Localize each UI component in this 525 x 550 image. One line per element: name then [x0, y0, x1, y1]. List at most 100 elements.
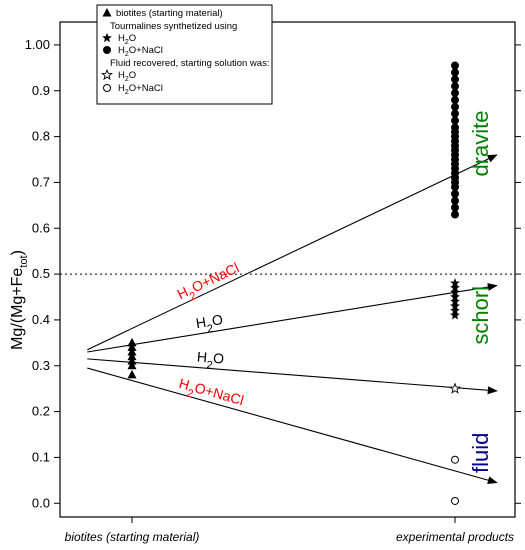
legend-label-sub: 2	[125, 89, 129, 96]
legend-label-tail: O+NaCl	[129, 83, 163, 94]
legend-label-main: biotites (starting material)	[116, 8, 223, 19]
arrow-label-sub: 2	[185, 387, 194, 400]
y-tick-label: 0.2	[32, 404, 50, 419]
legend-label: H2O+NaCl	[118, 45, 163, 58]
data-point	[450, 291, 460, 302]
arrow-label-main: H	[195, 314, 208, 331]
legend-label-main: H	[118, 45, 125, 56]
arrow-label: H2O	[195, 311, 225, 337]
annotation-2: fluid	[468, 433, 493, 473]
legend-label: Tourmalines synthetized using	[110, 21, 237, 32]
legend-marker	[101, 68, 113, 81]
y-axis-label: Mg/(Mg+Fetot)	[9, 250, 30, 350]
legend-marker	[102, 8, 112, 17]
legend-label-tail: O	[129, 70, 136, 81]
arrow	[87, 367, 498, 485]
data-point	[451, 61, 459, 70]
data-point	[450, 287, 460, 297]
data-point	[450, 310, 460, 320]
arrow	[87, 358, 498, 395]
legend-label-tail: O+NaCl	[129, 45, 163, 56]
data-point	[449, 382, 461, 394]
arrow	[87, 154, 498, 351]
arrow-label-sub: 2	[206, 359, 213, 371]
legend-label-main: H	[118, 33, 125, 44]
y-tick-label: 1.00	[25, 37, 50, 52]
y-axis-label-main: Mg/(Mg+Fe	[9, 268, 26, 350]
legend-label-main: H	[118, 83, 125, 94]
arrow-label-tail: O+NaCl	[189, 259, 241, 295]
data-point	[450, 296, 460, 306]
y-tick-label: 0.4	[32, 312, 50, 327]
arrow-label-sub: 2	[206, 323, 214, 336]
y-tick-label: 0.5	[32, 266, 50, 281]
y-tick-label: 0.6	[32, 220, 50, 235]
arrow-label-tail: O	[213, 350, 225, 367]
x-tick-label: experimental products	[396, 530, 514, 544]
data-point	[451, 455, 459, 464]
data-point	[127, 356, 137, 365]
annotation-0: dravite	[468, 110, 493, 176]
y-tick-label: 0.3	[32, 358, 50, 373]
legend-label-sub: 2	[125, 76, 129, 83]
legend-label-main: Fluid recovered, starting solution was:	[110, 58, 269, 69]
legend-label-sub: 2	[125, 51, 129, 58]
data-point	[451, 123, 459, 132]
plot-frame	[59, 21, 516, 518]
arrow-label-tail: O	[211, 311, 224, 329]
data-point	[127, 351, 137, 361]
data-point	[451, 102, 459, 111]
legend-label-main: H	[118, 70, 125, 81]
data-point	[451, 203, 459, 212]
data-point	[127, 360, 137, 370]
data-point	[450, 305, 460, 315]
data-point	[127, 342, 137, 351]
legend-label: Fluid recovered, starting solution was:	[110, 58, 269, 69]
arrow-label-sub: 2	[188, 290, 199, 303]
legend-label-main: Tourmalines synthetized using	[110, 21, 237, 32]
data-point	[450, 278, 460, 288]
legend-label: H2O	[118, 33, 136, 46]
data-point	[451, 210, 459, 219]
legend-label: H2O+NaCl	[118, 83, 163, 96]
annotation-1: schorl	[468, 286, 493, 345]
data-point	[450, 300, 460, 311]
data-point	[451, 196, 459, 205]
y-tick-label: 0.0	[32, 495, 50, 510]
legend-marker	[103, 84, 111, 92]
data-point	[451, 496, 459, 505]
data-point	[451, 95, 459, 104]
data-point	[451, 75, 459, 84]
y-tick-label: 0.7	[32, 174, 50, 189]
data-point	[451, 82, 459, 91]
data-point	[127, 369, 137, 379]
arrow-label: H2O+NaCl	[175, 259, 244, 307]
arrow-label-main: H	[177, 375, 191, 393]
legend: biotites (starting material) Tourmalines …	[96, 4, 273, 105]
data-point	[451, 109, 459, 118]
y-axis-label-close: )	[9, 250, 26, 255]
legend-marker	[102, 32, 112, 43]
legend-label-tail: O	[129, 33, 136, 44]
data-point	[127, 347, 137, 356]
x-tick-label: biotites (starting material)	[65, 530, 200, 544]
data-point	[450, 282, 460, 293]
y-tick-label: 0.8	[32, 129, 50, 144]
y-axis-label-sub: tot	[18, 255, 30, 267]
data-point	[127, 337, 137, 347]
arrow-label: H2O	[196, 348, 225, 372]
arrow-label-main: H	[196, 348, 207, 365]
legend-label: H2O	[118, 70, 136, 83]
data-point	[451, 68, 459, 77]
arrow-label-tail: O+NaCl	[193, 379, 246, 408]
y-tick-label: 0.1	[32, 449, 50, 464]
data-point	[451, 116, 459, 125]
legend-label: biotites (starting material)	[116, 8, 223, 19]
arrow-label: H2O+NaCl	[176, 375, 246, 414]
legend-box	[96, 4, 273, 105]
legend-label-sub: 2	[125, 39, 129, 46]
data-point	[451, 189, 459, 198]
arrow	[87, 283, 498, 353]
data-point	[451, 89, 459, 98]
